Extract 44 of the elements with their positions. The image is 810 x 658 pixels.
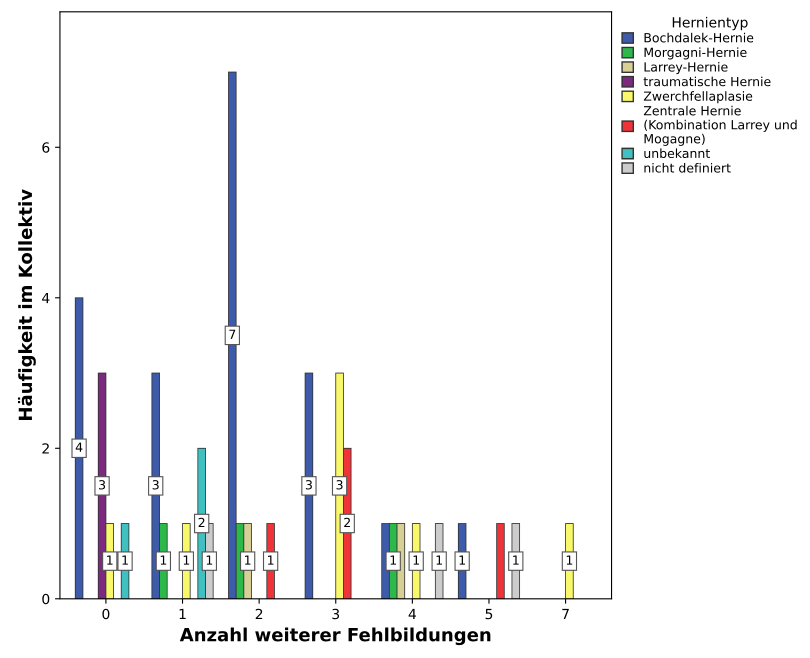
data-label: 1 (245, 555, 250, 565)
y-tick-label: 6 (42, 142, 50, 153)
data-label: 1 (390, 555, 396, 565)
legend-label: Morgagni-Hernie (644, 47, 747, 60)
data-label: 1 (268, 555, 274, 565)
x-tick-label: 7 (562, 608, 569, 620)
data-label: 1 (414, 555, 420, 565)
data-label: 3 (306, 480, 312, 490)
data-label: 1 (460, 555, 465, 565)
legend-label: Zwerchfellaplasie (644, 91, 752, 104)
y-axis-title: Häufigkeit im Kollektiv (18, 189, 36, 420)
y-tick-label: 0 (42, 594, 50, 604)
y-tick-label: 2 (42, 443, 49, 454)
legend-label: Larrey-Hernie (644, 62, 728, 74)
x-tick-label: 3 (332, 608, 340, 620)
data-label: 1 (513, 555, 519, 565)
data-label: 7 (229, 330, 236, 339)
bar (496, 523, 505, 599)
legend-label: unbekannt (644, 148, 710, 158)
x-tick-label: 2 (256, 608, 262, 620)
x-tick-label: 4 (408, 608, 416, 620)
legend-label: Bochdalek-Hernie (644, 32, 754, 42)
x-tick-label: 5 (486, 608, 492, 620)
data-label: 1 (122, 555, 128, 565)
data-label: 1 (184, 555, 190, 565)
data-label: 4 (76, 442, 82, 452)
data-label: 1 (206, 555, 212, 565)
legend-label: nicht definiert (644, 162, 731, 173)
data-label: 1 (566, 555, 572, 565)
data-label: 2 (344, 518, 350, 527)
x-tick-label: 0 (102, 608, 110, 620)
data-label: 2 (198, 518, 204, 527)
x-axis-title: Anzahl weiterer Fehlbildungen (180, 628, 490, 646)
data-label: 3 (152, 480, 159, 490)
legend-label: Zentrale Hernie (Kombination Larrey und Mogagne) (644, 106, 797, 146)
data-label: 1 (160, 555, 166, 565)
data-label: 1 (436, 555, 442, 565)
legend-title: Hernientyp (672, 16, 748, 30)
data-label: 1 (107, 555, 113, 565)
legend-label: traumatische Hernie (644, 76, 771, 86)
data-label: 3 (336, 480, 343, 490)
x-tick-label: 1 (180, 608, 186, 620)
data-label: 3 (99, 480, 106, 490)
y-tick-label: 4 (42, 292, 50, 304)
